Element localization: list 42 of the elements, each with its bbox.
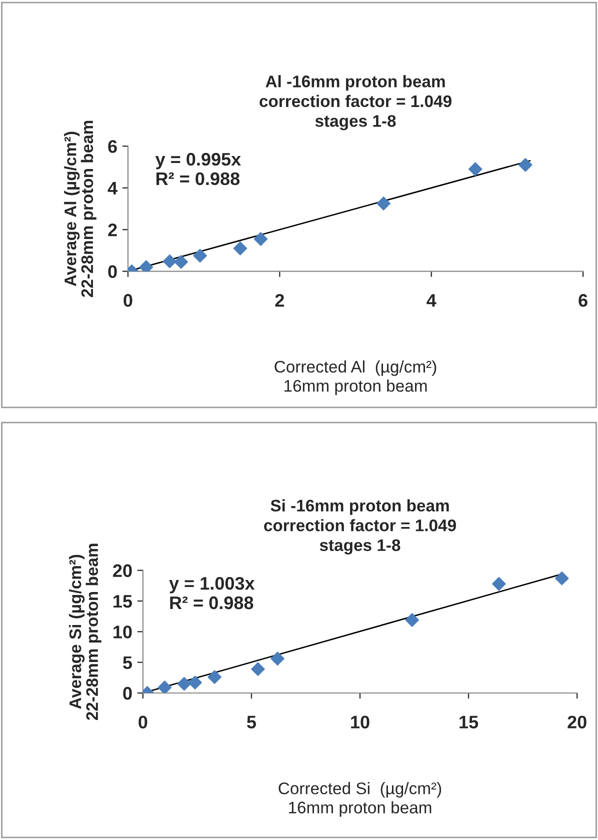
- point: [158, 680, 172, 693]
- point: [174, 254, 188, 269]
- chart-title: Si -16mm proton beam correction factor = 1.049 stages 1-8: [264, 499, 456, 554]
- y-tick-label: 15: [114, 595, 132, 608]
- y-tick-label: 20: [113, 564, 132, 578]
- point: [270, 652, 284, 666]
- point: [162, 254, 177, 268]
- x-axis-title: Corrected Si (µg/cm²) 16mm proton beam: [278, 782, 442, 817]
- x-axis-title: Corrected Al (µg/cm²) 16mm proton beam: [274, 360, 436, 396]
- x-tick-label: 5: [246, 716, 256, 728]
- point: [251, 662, 265, 676]
- y-axis-title: Average Al (µg/cm²) 22-28mm proton beam: [64, 120, 96, 298]
- point: [177, 676, 192, 691]
- x-tick-label: 10: [351, 716, 370, 728]
- point: [208, 670, 222, 684]
- point: [554, 571, 569, 586]
- x-tick-label: 2: [275, 294, 284, 307]
- y-tick-label: 0: [108, 265, 117, 278]
- y-tick-label: 2: [108, 224, 117, 236]
- point: [254, 232, 268, 246]
- x-tick-label: 20: [568, 716, 586, 728]
- annotation: y = 1.003x R² = 0.988: [169, 576, 255, 610]
- annotation: y = 0.995x R² = 0.988: [155, 152, 241, 186]
- point: [492, 576, 506, 591]
- y-tick-label: 4: [108, 182, 118, 194]
- y-tick-label: 10: [114, 626, 132, 638]
- y-tick-label: 6: [108, 140, 117, 153]
- y-axis-title: Average Si (µg/cm²) 22-28mm proton beam: [68, 544, 102, 720]
- y-tick-label: 5: [123, 656, 132, 670]
- point: [193, 248, 207, 263]
- x-tick-label: 6: [578, 294, 588, 307]
- x-tick-label: 0: [138, 716, 148, 728]
- x-tick-label: 4: [426, 294, 436, 307]
- point: [405, 613, 420, 627]
- point: [233, 241, 248, 256]
- y-tick-label: 0: [123, 686, 132, 700]
- point: [376, 196, 391, 210]
- x-tick-label: 15: [460, 716, 478, 728]
- point: [518, 158, 532, 172]
- point: [468, 162, 482, 176]
- chart-title: Al -16mm proton beam correction factor = 1.049 stages 1-8: [260, 75, 452, 130]
- point: [188, 676, 202, 690]
